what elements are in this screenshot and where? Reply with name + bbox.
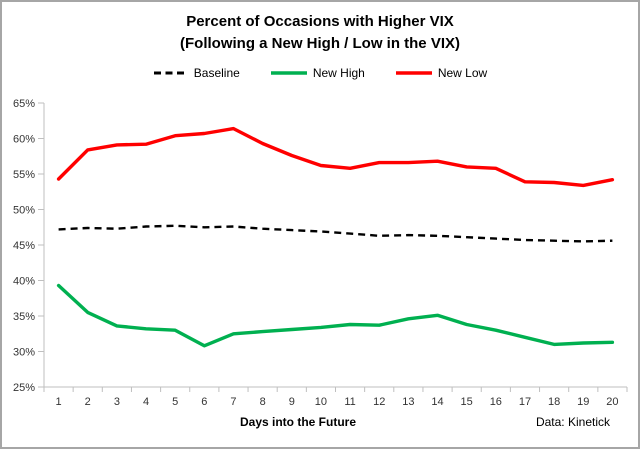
y-axis-tick-label: 30% bbox=[13, 347, 35, 359]
x-axis-tick-label: 15 bbox=[461, 396, 473, 408]
series-line-baseline bbox=[58, 224, 613, 243]
legend-item-new-high: New High bbox=[270, 66, 365, 80]
series-line-new-low bbox=[56, 126, 615, 188]
series-line-new-high bbox=[56, 283, 615, 348]
x-axis-tick-label: 16 bbox=[490, 396, 502, 408]
data-source-note: Data: Kinetick bbox=[535, 415, 610, 429]
x-axis-tick-label: 8 bbox=[260, 396, 266, 408]
x-axis-tick-label: 3 bbox=[114, 396, 120, 408]
y-axis-tick-label: 55% bbox=[13, 169, 35, 181]
chart-title-line1: Percent of Occasions with Higher VIX bbox=[186, 13, 454, 30]
x-axis-tick-label: 5 bbox=[172, 396, 178, 408]
x-axis-tick-label: 19 bbox=[577, 396, 589, 408]
y-axis-tick-label: 40% bbox=[13, 276, 35, 288]
legend-label-new-low: New Low bbox=[437, 66, 488, 80]
x-axis-title: Days into the Future bbox=[239, 415, 356, 429]
x-axis-tick-label: 9 bbox=[289, 396, 295, 408]
x-axis-tick-label: 4 bbox=[143, 396, 149, 408]
chart-title: Percent of Occasions with Higher VIX (Fo… bbox=[2, 11, 638, 55]
x-axis-tick-label: 1 bbox=[56, 396, 62, 408]
legend-item-new-low: New Low bbox=[395, 66, 487, 80]
x-axis-tick-label: 7 bbox=[230, 396, 236, 408]
legend-item-baseline: Baseline bbox=[153, 66, 240, 80]
x-axis-tick-label: 10 bbox=[315, 396, 327, 408]
y-axis-tick-label: 65% bbox=[13, 98, 35, 110]
x-axis-tick-label: 11 bbox=[344, 396, 355, 408]
new-high-line-swatch bbox=[270, 71, 307, 75]
x-axis-tick-label: 20 bbox=[606, 396, 618, 408]
x-axis-tick-label: 2 bbox=[85, 396, 91, 408]
y-axis-tick-label: 50% bbox=[13, 205, 35, 217]
x-axis-tick-label: 17 bbox=[519, 396, 531, 408]
x-axis-tick-label: 12 bbox=[373, 396, 385, 408]
chart-title-line2: (Following a New High / Low in the VIX) bbox=[180, 35, 460, 52]
x-axis-tick-label: 14 bbox=[431, 396, 443, 408]
x-axis-tick-label: 6 bbox=[201, 396, 207, 408]
legend: Baseline New High New Low bbox=[2, 66, 638, 80]
y-axis-tick-label: 45% bbox=[13, 240, 35, 252]
legend-label-new-high: New High bbox=[312, 66, 365, 80]
y-axis-tick-label: 60% bbox=[13, 134, 35, 146]
baseline-dashed-line-swatch bbox=[153, 71, 188, 75]
legend-label-baseline: Baseline bbox=[193, 66, 240, 80]
new-low-line-swatch bbox=[395, 71, 432, 75]
y-axis-tick-label: 25% bbox=[13, 382, 35, 394]
x-axis-tick-label: 18 bbox=[548, 396, 560, 408]
x-axis-tick-label: 13 bbox=[402, 396, 414, 408]
y-axis-tick-label: 35% bbox=[13, 311, 35, 323]
